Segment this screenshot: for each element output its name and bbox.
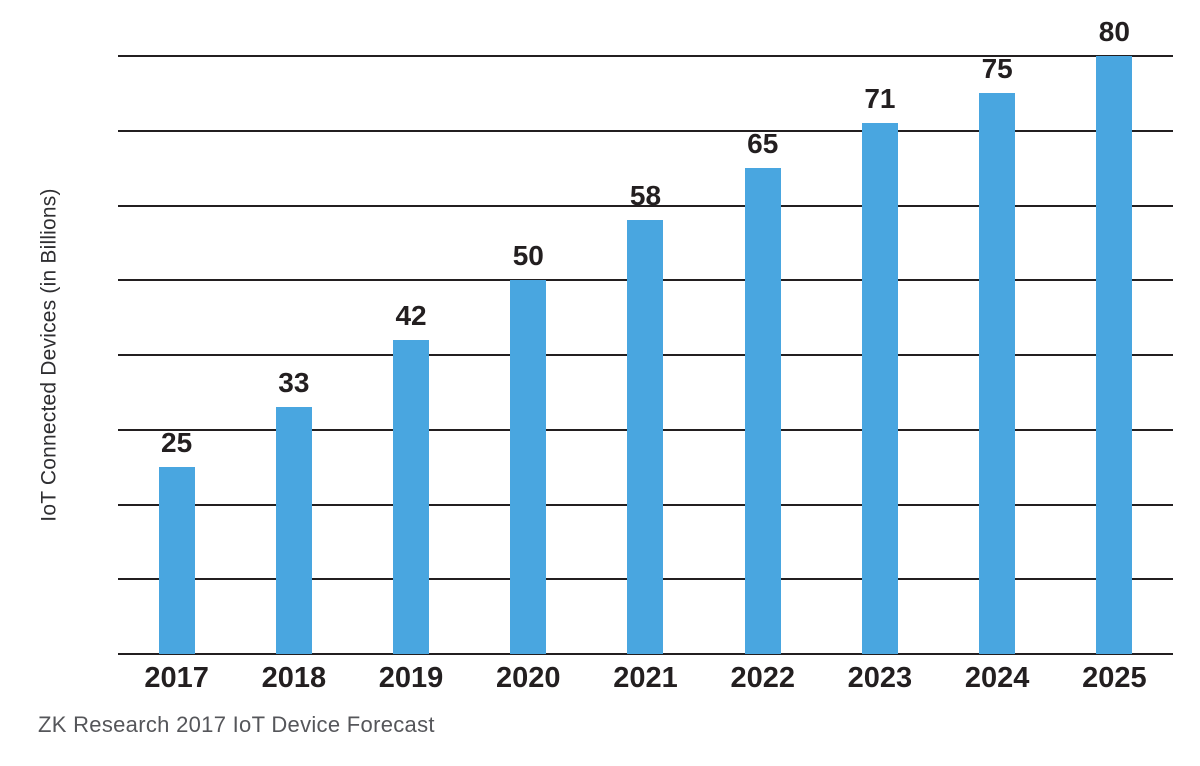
- x-tick-label: 2019: [378, 662, 444, 694]
- bar-value-label: 71: [864, 83, 896, 115]
- bar-value-label: 65: [747, 128, 779, 160]
- bar-column-2019: 42 2019: [352, 56, 469, 693]
- bar-value-label: 25: [161, 427, 193, 459]
- bar-2024: [979, 93, 1016, 654]
- bar-value-label: 58: [629, 180, 662, 212]
- x-tick-label: 2017: [144, 662, 209, 694]
- chart-caption: ZK Research 2017 IoT Device Forecast: [38, 712, 435, 737]
- bar-2017: [158, 467, 195, 654]
- bar-value-label: 75: [981, 53, 1013, 85]
- gridline: [118, 129, 1173, 132]
- bar-2018: [275, 407, 312, 654]
- gridline: [118, 204, 1173, 207]
- bar-2025: [1096, 56, 1133, 654]
- x-tick-label: 2024: [964, 662, 1030, 694]
- y-axis-label: IoT Connected Devices (in Billions): [38, 188, 61, 522]
- bar-value-label: 50: [512, 240, 544, 272]
- gridline: [118, 55, 1173, 57]
- plot-area: 25 2017 33 2018 42 2019 50 2020 58 2021 65 2022 71 20…: [118, 18, 1173, 693]
- bar-column-2025: 80 2025: [1056, 18, 1173, 693]
- bar-column-2024: 75 2024: [939, 53, 1056, 693]
- bar-column-2022: 65 2022: [704, 56, 821, 693]
- bar-column-2023: 71 2023: [821, 56, 938, 693]
- bar-columns: 25 2017 33 2018 42 2019 50 2020 58 2021 65 2022 71 20…: [118, 18, 1173, 693]
- x-tick-label: 2018: [261, 662, 327, 694]
- bar-column-2020: 50 2020: [470, 56, 587, 693]
- bar-2023: [861, 123, 898, 654]
- y-axis-label-container: IoT Connected Devices (in Billions): [30, 56, 70, 654]
- bar-2022: [744, 168, 781, 654]
- bar-column-2018: 33 2018: [235, 56, 352, 693]
- bar-2020: [510, 280, 547, 654]
- bar-column-2021: 58 2021: [587, 56, 704, 693]
- bar-value-label: 33: [278, 367, 310, 399]
- bar-value-label: 80: [1098, 16, 1130, 47]
- bar-2019: [393, 340, 430, 654]
- x-tick-label: 2022: [730, 662, 795, 694]
- bar-column-2017: 25 2017: [118, 56, 235, 693]
- bar-2021: [627, 220, 664, 654]
- x-tick-label: 2023: [847, 662, 913, 694]
- x-tick-label: 2025: [1082, 662, 1147, 694]
- x-tick-label: 2020: [496, 662, 561, 694]
- bar-value-label: 42: [395, 300, 427, 332]
- x-axis-line: [118, 653, 1173, 655]
- x-tick-label: 2021: [613, 662, 678, 694]
